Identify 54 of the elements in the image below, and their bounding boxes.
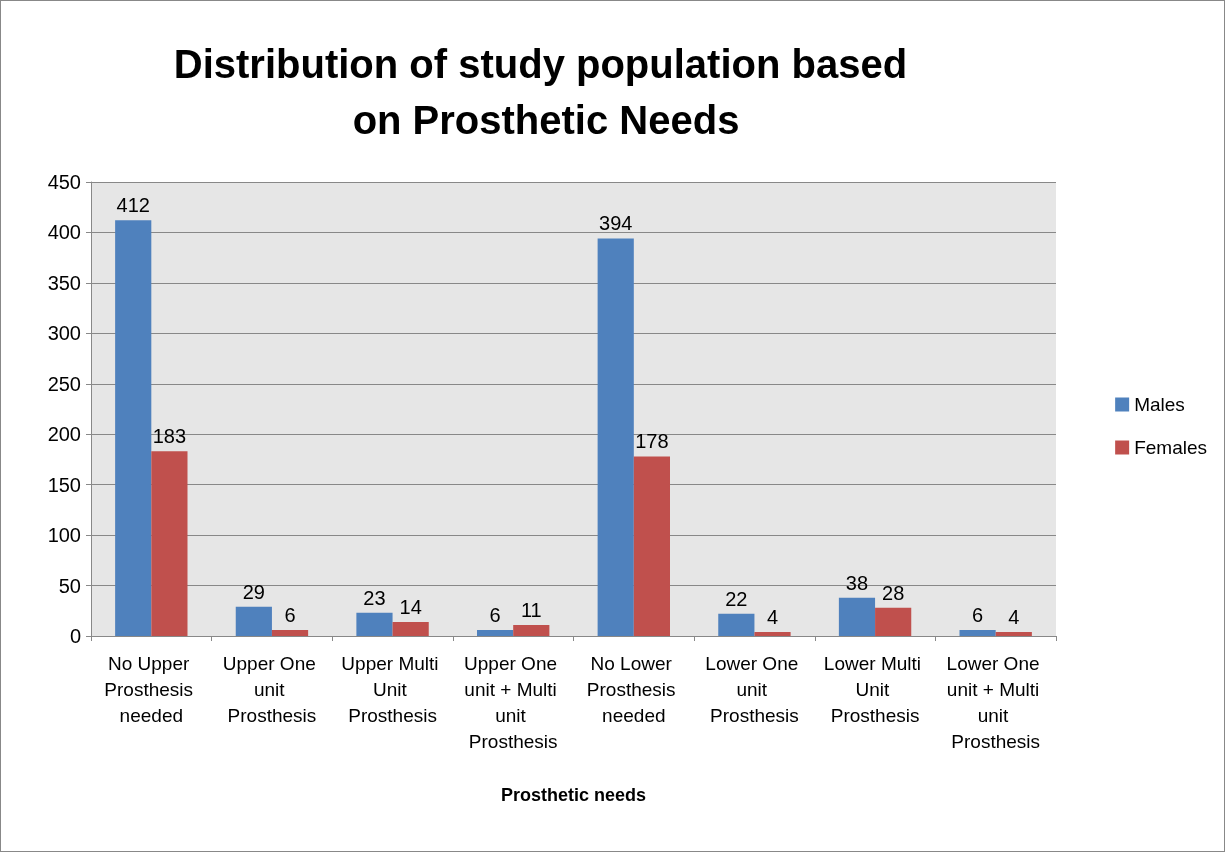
bar bbox=[597, 238, 634, 636]
y-tick-label: 50 bbox=[58, 574, 81, 597]
data-label: 6 bbox=[972, 603, 984, 626]
y-tick-label: 0 bbox=[69, 625, 81, 647]
legend-label: Females bbox=[1134, 437, 1207, 458]
bar bbox=[838, 597, 876, 636]
data-label: 29 bbox=[242, 580, 265, 603]
bar bbox=[392, 621, 429, 636]
y-tick-label: 450 bbox=[47, 171, 81, 193]
data-label: 22 bbox=[725, 587, 748, 610]
x-tick-label: Lower One unit Prosthesis bbox=[705, 652, 804, 726]
data-label: 4 bbox=[1008, 605, 1020, 628]
bar bbox=[151, 451, 188, 636]
data-label: 14 bbox=[399, 595, 422, 618]
data-label: 394 bbox=[599, 212, 633, 235]
data-label: 6 bbox=[489, 603, 501, 626]
data-label: 412 bbox=[116, 194, 150, 217]
x-tick-label: Upper Multi Unit Prosthesis bbox=[341, 652, 444, 726]
data-label: 38 bbox=[845, 571, 869, 594]
bar bbox=[959, 629, 996, 636]
chart-title: Distribution of study population based on Prosthetic Needs bbox=[173, 42, 919, 142]
y-tick-label: 250 bbox=[47, 372, 81, 395]
bar bbox=[271, 629, 309, 636]
data-label: 28 bbox=[882, 581, 905, 604]
x-axis-title: Prosthetic needs bbox=[500, 785, 647, 805]
y-tick-label: 400 bbox=[47, 221, 81, 244]
bar bbox=[115, 220, 152, 636]
bar bbox=[477, 629, 514, 636]
data-label: 4 bbox=[766, 605, 779, 628]
x-tick-label: Upper One unit Prosthesis bbox=[222, 652, 322, 726]
data-label: 6 bbox=[284, 603, 296, 626]
data-label: 11 bbox=[520, 598, 542, 621]
legend-label: Males bbox=[1134, 394, 1185, 415]
x-tick-label: Upper One unit + Multi unit Prosthesis bbox=[464, 652, 563, 752]
bar bbox=[356, 612, 393, 636]
y-tick-label: 300 bbox=[47, 322, 81, 345]
data-label: 178 bbox=[635, 430, 669, 453]
bar bbox=[633, 456, 670, 636]
bar bbox=[513, 624, 550, 636]
x-tick-label: No Lower Prosthesis needed bbox=[586, 652, 681, 726]
x-tick-label: Lower One unit + Multi unit Prosthesis bbox=[946, 652, 1045, 752]
bar bbox=[875, 607, 912, 636]
y-tick-label: 350 bbox=[47, 271, 81, 294]
bar bbox=[235, 606, 272, 636]
y-tick-label: 150 bbox=[47, 473, 81, 496]
y-tick-label: 100 bbox=[47, 524, 81, 547]
bar bbox=[754, 631, 791, 636]
data-label: 183 bbox=[152, 425, 187, 448]
x-tick-label: Lower Multi Unit Prosthesis bbox=[823, 652, 927, 726]
data-label: 23 bbox=[363, 586, 386, 609]
x-tick-label: No Upper Prosthesis needed bbox=[104, 652, 199, 726]
bar bbox=[995, 631, 1032, 636]
y-tick-label: 200 bbox=[47, 423, 81, 446]
bar bbox=[718, 613, 755, 636]
